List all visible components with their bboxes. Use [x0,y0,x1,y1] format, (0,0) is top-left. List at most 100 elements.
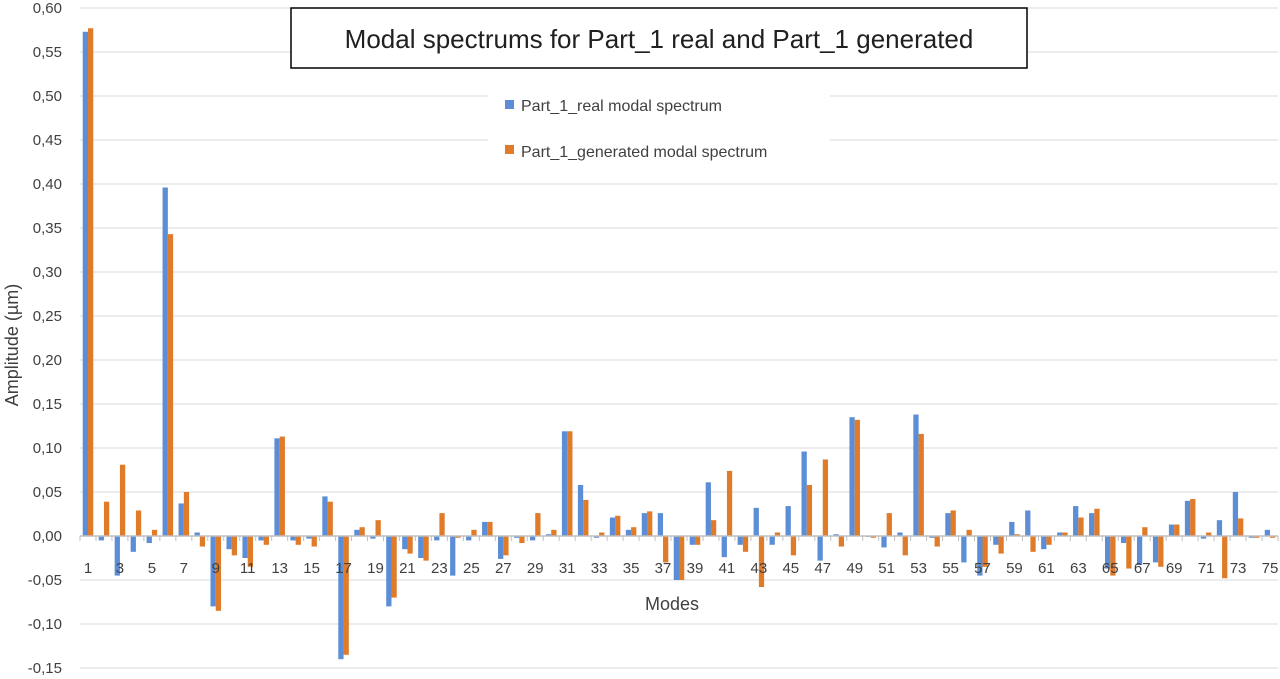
bar-real [817,536,823,561]
bar-real [466,536,472,541]
x-tick-label: 11 [240,560,256,577]
bar-real [721,536,727,558]
legend-swatch-generated [505,145,514,154]
bar-generated [1238,518,1244,536]
bar-real [689,536,695,545]
bar-real [929,536,935,538]
x-tick-label: 15 [303,560,320,577]
bar-generated [455,536,461,538]
bar-generated [774,532,781,536]
bar-generated [183,492,190,536]
bar-real [1136,536,1143,566]
x-tick-label: 19 [367,560,384,577]
y-tick-label: 0,15 [33,396,62,413]
bar-real [673,536,679,580]
bar-generated [167,234,174,536]
bar-generated [902,536,908,556]
bar-generated [423,536,429,561]
chart-title: Modal spectrums for Part_1 real and Part… [345,24,974,54]
bar-generated [1062,532,1068,536]
bar-real [769,536,775,545]
bar-real [529,536,536,541]
bar-generated [295,536,301,545]
bar-generated [487,521,493,536]
bar-generated [982,536,988,567]
bar-generated [471,529,477,536]
bar-real [226,536,232,550]
bar-generated [1174,524,1180,536]
bar-real [194,532,200,536]
bar-real [1089,513,1095,536]
y-tick-label: -0,15 [28,660,62,677]
bar-generated [599,532,605,536]
bar-generated [151,529,158,536]
x-tick-label: 27 [495,560,512,577]
bar-real [370,536,376,539]
bar-generated [615,515,621,536]
y-tick-label: 0,30 [33,264,62,281]
x-tick-label: 31 [559,560,576,577]
y-tick-label: 0,40 [33,176,62,193]
bar-real [498,536,504,559]
bar-real [945,513,951,536]
bar-generated [679,536,685,580]
x-tick-label: 25 [463,560,480,577]
bar-real [1264,529,1271,536]
bar-generated [854,419,860,536]
legend-swatch-real [505,100,514,109]
y-tick-label: 0,05 [33,484,62,501]
legend: Part_1_real modal spectrum Part_1_genera… [488,84,830,166]
bar-generated [998,536,1004,554]
bar-real [561,431,568,536]
bar-real [1025,510,1031,536]
y-tick-label: 0,45 [33,132,62,149]
bar-generated [375,520,381,536]
bar-generated [1030,536,1036,552]
x-tick-label: 41 [719,560,736,577]
bar-real [641,513,648,536]
bar-real [593,536,600,538]
x-tick-label: 47 [814,560,831,577]
bar-generated [694,536,701,545]
bar-generated [247,536,253,567]
bar-generated [934,536,940,547]
bar-real [977,536,983,576]
bar-real [386,536,392,607]
bar-real [897,532,903,536]
bar-generated [1078,517,1084,536]
x-tick-label: 21 [399,560,416,577]
legend-label-generated: Part_1_generated modal spectrum [521,144,767,161]
bar-generated [1014,534,1020,536]
bar-real [290,536,296,541]
x-tick-label: 23 [431,560,448,577]
bar-real [1232,492,1239,536]
y-tick-label: 0,10 [33,440,62,457]
bar-real [482,521,488,536]
x-tick-label: 33 [591,560,608,577]
bar-generated [647,511,653,536]
bar-generated [1142,527,1148,536]
bar-real [338,536,344,660]
bar-real [737,536,743,545]
bar-generated [519,536,525,544]
bar-generated [231,536,238,556]
bar-generated [343,536,349,655]
x-tick-label: 69 [1166,560,1183,577]
bar-generated [742,536,749,552]
x-tick-label: 63 [1070,560,1087,577]
y-tick-label: 0,35 [33,220,62,237]
x-axis-title: Modes [645,594,699,614]
bar-generated [87,28,94,537]
bar-real [545,534,552,536]
x-tick-label: 59 [1006,560,1023,577]
bar-real [322,496,328,536]
bar-generated [103,501,110,536]
x-tick-label: 13 [271,560,288,577]
bar-real [514,536,520,538]
bar-real [609,517,616,536]
x-tick-label: 55 [942,560,959,577]
bar-real [242,536,248,558]
x-tick-label: 51 [878,560,895,577]
